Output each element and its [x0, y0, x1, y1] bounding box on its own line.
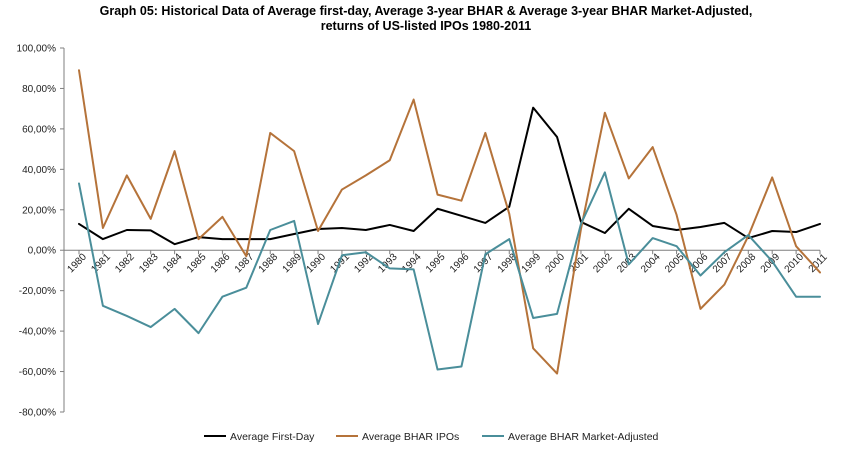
x-tick-label: 1984	[161, 251, 185, 275]
series-line-bhar-market-adjusted	[78, 171, 821, 371]
x-tick-label: 2002	[591, 251, 615, 275]
y-tick-label: -60,00%	[19, 367, 56, 378]
chart-title-line-2: returns of US-listed IPOs 1980-2011	[320, 19, 532, 33]
x-tick-label: 1989	[281, 251, 305, 275]
series-line-first-day	[78, 106, 821, 246]
series-line-bhar-ipos	[78, 69, 821, 375]
x-tick-label: 1993	[376, 251, 400, 275]
legend-label: Average First-Day	[230, 431, 315, 443]
y-tick-label: -20,00%	[19, 286, 56, 297]
y-tick-label: -80,00%	[19, 408, 56, 419]
x-tick-label: 1990	[305, 251, 329, 275]
chart-title: Graph 05: Historical Data of Average fir…	[0, 4, 852, 34]
y-tick-label: 40,00%	[22, 165, 56, 176]
x-tick-label: 1995	[424, 251, 448, 275]
y-tick-label: 60,00%	[22, 124, 56, 135]
y-tick-label: 0,00%	[28, 246, 56, 257]
x-tick-label: 1996	[448, 251, 472, 275]
x-tick-label: 1986	[209, 251, 233, 275]
y-tick-label: 100,00%	[17, 44, 57, 55]
x-tick-label: 1980	[65, 251, 89, 275]
chart-title-line-1: Graph 05: Historical Data of Average fir…	[99, 4, 753, 18]
x-tick-label: 1999	[520, 251, 544, 275]
x-tick-label: 1985	[185, 251, 209, 275]
legend-label: Average BHAR Market-Adjusted	[508, 431, 659, 443]
x-tick-label: 1992	[352, 251, 376, 275]
x-tick-label: 2000	[544, 251, 568, 275]
y-tick-label: -40,00%	[19, 327, 56, 338]
legend-label: Average BHAR IPOs	[362, 431, 459, 443]
x-tick-label: 1983	[137, 251, 161, 275]
x-tick-label: 1994	[400, 251, 424, 275]
y-tick-label: 20,00%	[22, 205, 56, 216]
x-tick-label: 1982	[113, 251, 137, 275]
x-tick-label: 2004	[639, 251, 663, 275]
y-tick-label: 80,00%	[22, 84, 56, 95]
